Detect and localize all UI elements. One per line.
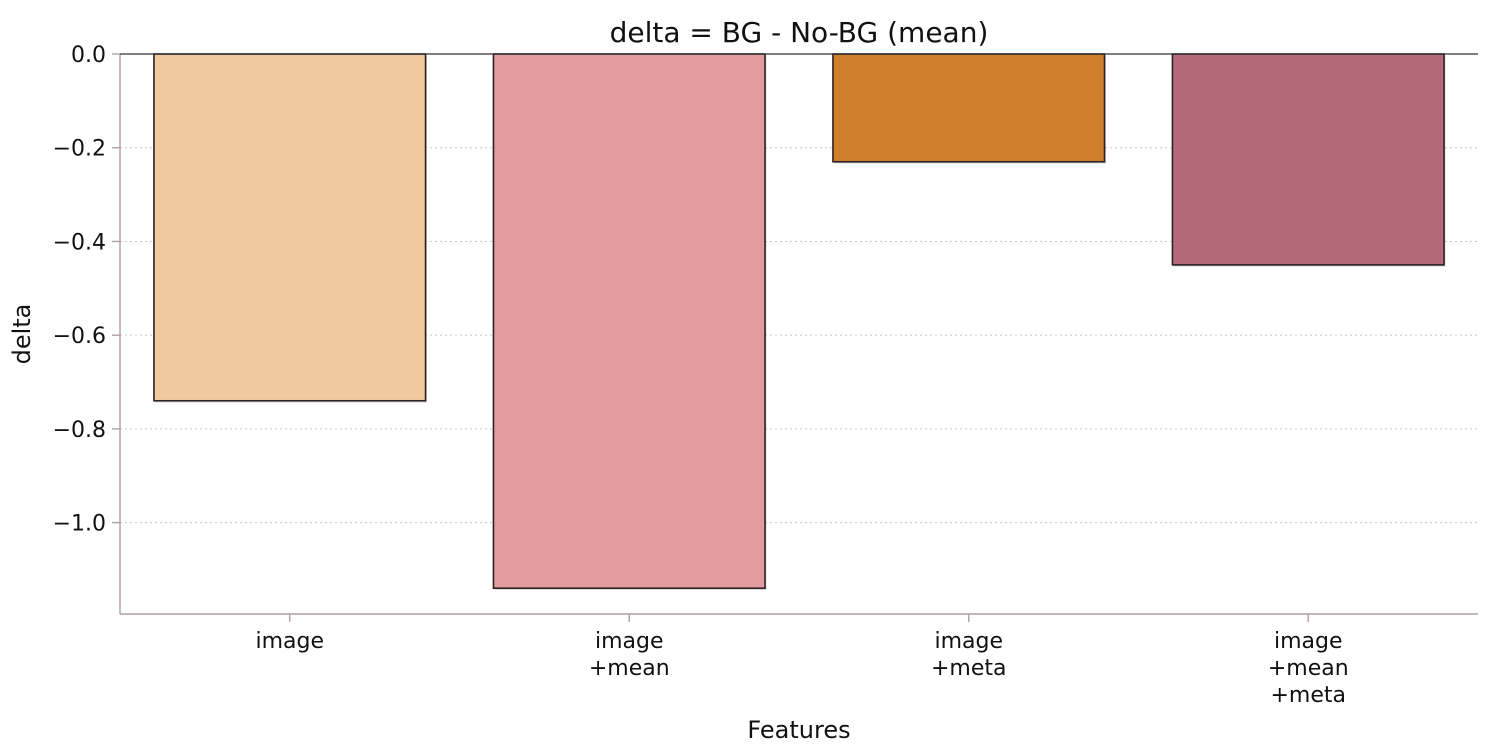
- bar-1: [492, 53, 766, 590]
- x-tick-label-1: image +mean: [589, 629, 670, 681]
- x-tick-label-2-line-1: +meta: [931, 656, 1007, 681]
- y-tick-label-4: −0.8: [53, 418, 106, 443]
- x-tick-label-3-line-1: +mean: [1268, 656, 1349, 681]
- x-tick-label-0: image: [255, 629, 324, 654]
- y-tick-label-1: −0.2: [53, 137, 106, 162]
- bars: [153, 53, 1446, 591]
- y-ticks: 0.0 −0.2 −0.4 −0.6 −0.8 −1.0: [53, 43, 120, 537]
- y-tick-label-3: −0.6: [53, 324, 106, 349]
- y-tick-label-2: −0.4: [53, 230, 106, 255]
- x-tick-label-1-line-0: image: [595, 629, 664, 654]
- y-tick-label-5: −1.0: [53, 512, 106, 537]
- x-tick-label-3-line-2: +meta: [1270, 683, 1346, 708]
- x-tick-label-0-line-0: image: [255, 629, 324, 654]
- x-axis-label: Features: [747, 716, 850, 744]
- x-tick-label-3: image +mean +meta: [1268, 629, 1349, 708]
- x-tick-label-3-line-0: image: [1274, 629, 1343, 654]
- y-tick-label-0: 0.0: [71, 43, 106, 68]
- chart-title: delta = BG - No-BG (mean): [610, 16, 989, 49]
- bar-2: [832, 53, 1106, 163]
- x-tick-label-1-line-1: +mean: [589, 656, 670, 681]
- x-tick-label-2-line-0: image: [934, 629, 1003, 654]
- bar-3: [1171, 53, 1445, 266]
- x-tick-label-2: image +meta: [931, 629, 1007, 681]
- bar-0: [153, 53, 427, 402]
- y-axis-label: delta: [8, 304, 36, 365]
